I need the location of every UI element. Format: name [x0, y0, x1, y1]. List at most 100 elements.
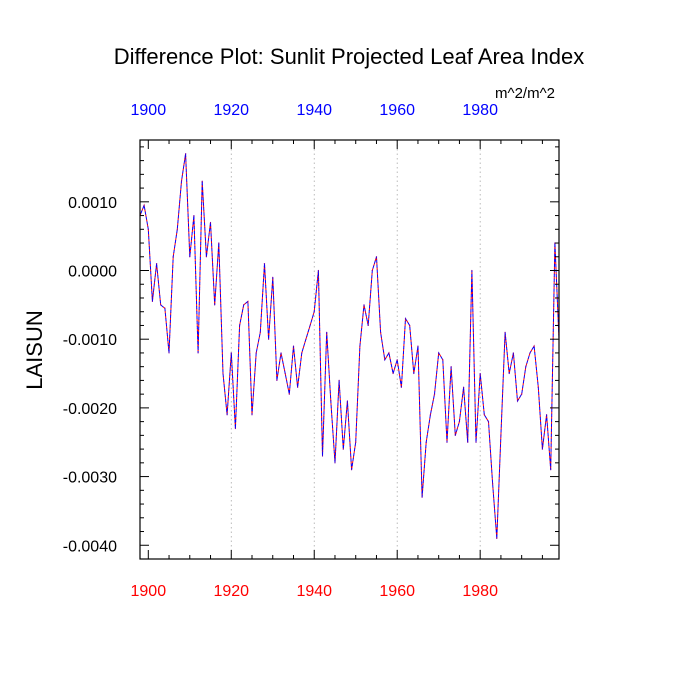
- data-point: [350, 469, 353, 471]
- data-point: [205, 256, 207, 258]
- data-point: [251, 414, 253, 416]
- data-point: [413, 372, 415, 375]
- plot-frame: [139, 139, 560, 560]
- series-line-red: [139, 153, 560, 539]
- data-point: [475, 441, 477, 443]
- data-point: [425, 441, 427, 443]
- data-point: [305, 338, 307, 340]
- data-point: [471, 269, 473, 272]
- data-point: [550, 469, 552, 471]
- data-point: [147, 228, 149, 230]
- axis-ticks: [140, 140, 559, 559]
- data-point: [185, 153, 187, 155]
- data-point: [458, 421, 461, 423]
- data-point: [280, 352, 282, 354]
- data-point: [151, 300, 154, 303]
- data-point: [487, 421, 490, 423]
- data-point: [259, 331, 261, 333]
- data-point: [272, 276, 274, 278]
- data-point: [346, 400, 349, 402]
- data-point: [545, 414, 548, 416]
- x-tick-label-top: 1920: [213, 102, 249, 119]
- y-tick-label: -0.0040: [63, 538, 117, 555]
- data-point: [359, 345, 361, 347]
- data-point: [155, 263, 158, 265]
- data-point: [297, 386, 299, 388]
- data-point: [409, 324, 411, 327]
- data-point: [288, 393, 290, 395]
- data-point: [230, 352, 232, 354]
- data-point: [388, 352, 390, 354]
- data-point: [176, 228, 178, 230]
- data-point: [276, 379, 278, 382]
- data-point: [143, 204, 145, 206]
- data-point: [446, 441, 448, 443]
- data-point: [462, 386, 465, 388]
- data-point: [367, 324, 369, 327]
- y-tick-label: 0.0000: [68, 264, 117, 281]
- data-point: [292, 345, 295, 347]
- x-tick-label-top: 1960: [379, 102, 415, 119]
- data-point: [172, 256, 174, 258]
- x-tick-label-bottom: 1980: [462, 583, 498, 600]
- data-point: [222, 372, 224, 375]
- x-tick-label-top: 1900: [131, 102, 167, 119]
- data-point: [521, 393, 523, 395]
- data-point: [330, 400, 332, 402]
- data-point: [263, 263, 266, 265]
- data-point: [284, 372, 286, 375]
- data-point: [168, 352, 170, 354]
- data-point: [321, 455, 324, 457]
- data-point: [193, 214, 195, 217]
- data-point: [504, 331, 506, 333]
- series-layer: [139, 153, 560, 539]
- y-axis-label: LAISUN: [22, 310, 47, 389]
- data-point: [164, 307, 166, 309]
- data-point: [541, 448, 544, 450]
- x-tick-label-bottom: 1960: [379, 583, 415, 600]
- tick-labels: 1900 1900 1920 1920 1940 1940 1960 1960 1980 1980…: [63, 102, 498, 600]
- data-point: [238, 324, 241, 327]
- data-point: [342, 448, 344, 450]
- data-point: [247, 300, 249, 303]
- data-point: [197, 352, 199, 354]
- data-point: [384, 359, 386, 361]
- data-point: [255, 352, 257, 354]
- data-point: [450, 366, 452, 368]
- x-tick-label-bottom: 1940: [296, 583, 332, 600]
- data-point: [180, 180, 183, 182]
- data-point: [218, 242, 220, 244]
- data-point: [442, 359, 444, 361]
- data-point: [243, 304, 245, 306]
- data-point: [433, 393, 436, 395]
- x-tick-label-top: 1980: [462, 102, 498, 119]
- data-point: [483, 414, 485, 416]
- data-point: [355, 441, 357, 443]
- data-point: [375, 256, 378, 258]
- data-point: [317, 269, 319, 272]
- data-point: [392, 372, 394, 375]
- data-point: [380, 331, 382, 333]
- data-point: [512, 352, 514, 354]
- data-point: [529, 352, 531, 354]
- data-point: [429, 414, 431, 416]
- data-point: [313, 311, 315, 313]
- gridlines: [230, 140, 481, 559]
- data-point: [326, 331, 328, 333]
- data-point: [533, 345, 535, 347]
- data-point: [479, 372, 481, 375]
- data-point: [234, 427, 237, 430]
- y-tick-label: -0.0030: [63, 470, 117, 487]
- data-point: [467, 441, 469, 443]
- data-point: [421, 496, 423, 498]
- data-point: [500, 434, 502, 436]
- data-point: [334, 462, 336, 464]
- data-point: [496, 537, 498, 539]
- x-tick-label-bottom: 1920: [213, 583, 249, 600]
- data-point: [209, 221, 212, 224]
- x-tick-label-top: 1940: [296, 102, 332, 119]
- data-point: [189, 256, 191, 258]
- data-point: [160, 304, 162, 306]
- y-tick-label: -0.0010: [63, 332, 117, 349]
